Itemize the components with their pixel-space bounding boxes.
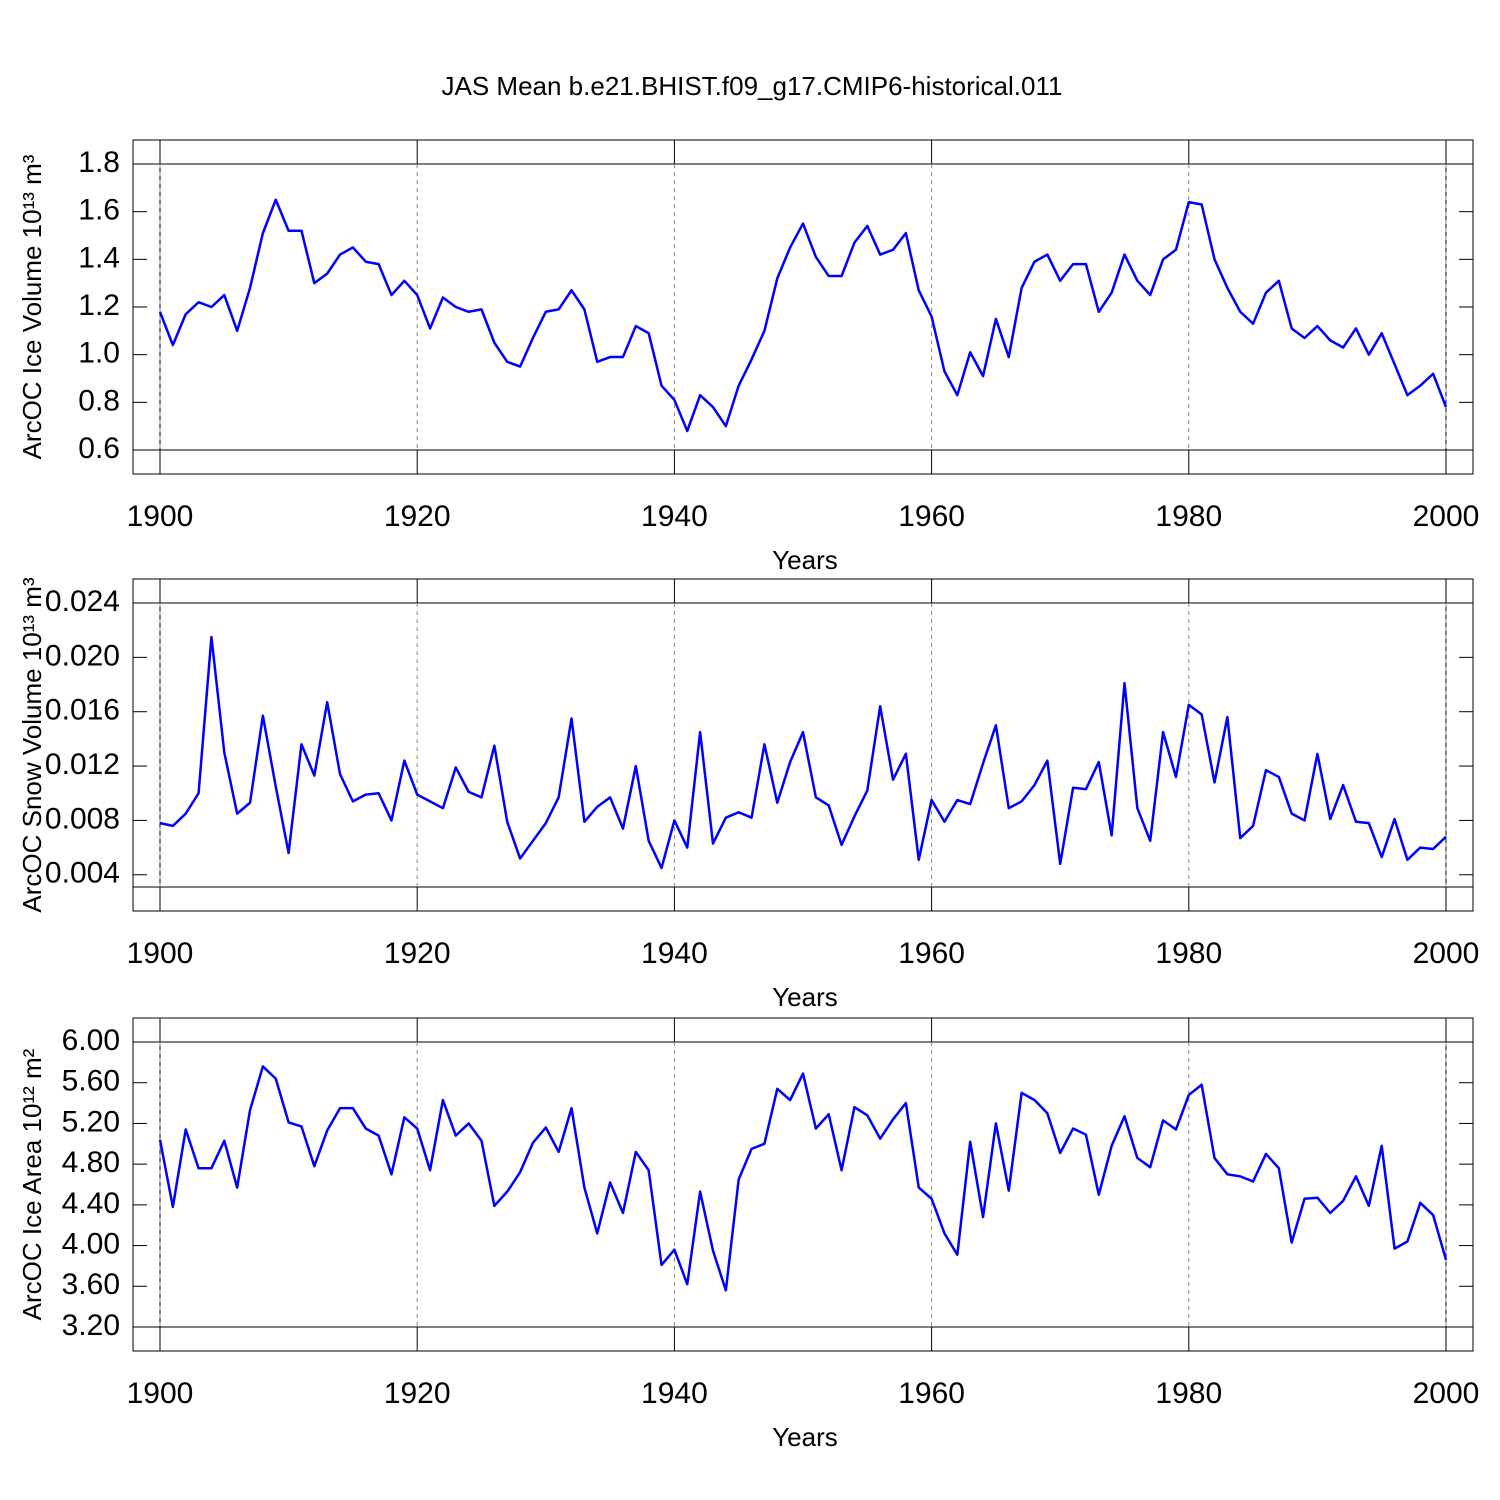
x-tick-label: 1940 — [641, 500, 708, 533]
plot-frame — [132, 1017, 1474, 1352]
x-axis-label: Years — [772, 982, 838, 1012]
y-tick-label: 3.20 — [62, 1309, 120, 1342]
x-tick-label: 2000 — [1413, 1377, 1480, 1410]
y-tick-label: 1.2 — [78, 289, 120, 322]
x-tick-label: 1980 — [1155, 500, 1222, 533]
x-tick-label: 2000 — [1413, 937, 1480, 970]
y-tick-label: 5.20 — [62, 1105, 120, 1138]
y-tick-label: 4.80 — [62, 1146, 120, 1179]
plot-frame — [132, 578, 1474, 912]
y-tick-label: 0.016 — [45, 694, 120, 727]
x-tick-label: 1960 — [898, 937, 965, 970]
x-tick-label: 2000 — [1413, 500, 1480, 533]
x-axis-label: Years — [772, 545, 838, 575]
y-tick-label: 0.020 — [45, 639, 120, 672]
y-tick-label: 6.00 — [62, 1024, 120, 1057]
y-tick-label: 1.4 — [78, 241, 120, 274]
data-line — [159, 635, 1447, 870]
x-tick-label: 1960 — [898, 500, 965, 533]
x-tick-label: 1900 — [127, 500, 194, 533]
panel: 1900 1920 1940 1960 1980 2000 0.004 0.008 0.012 0… — [17, 577, 1480, 1012]
x-tick-label: 1980 — [1155, 1377, 1222, 1410]
x-tick-label: 1940 — [641, 937, 708, 970]
y-tick-label: 1.8 — [78, 146, 120, 179]
y-tick-label: 4.00 — [62, 1227, 120, 1260]
panel: 1900 1920 1940 1960 1980 2000 0.6 0.8 1.0 1.2 1.4 1… — [17, 139, 1480, 575]
y-tick-label: 0.004 — [45, 857, 120, 890]
x-tick-label: 1940 — [641, 1377, 708, 1410]
y-tick-label: 4.40 — [62, 1187, 120, 1220]
data-line — [158, 1065, 1448, 1292]
y-tick-label: 0.8 — [78, 384, 120, 417]
x-tick-label: 1920 — [384, 1377, 451, 1410]
y-tick-label: 1.0 — [78, 337, 120, 370]
panel: 1900 1920 1940 1960 1980 2000 3.20 3.60 4.00 4.40… — [17, 1017, 1480, 1452]
y-tick-label: 0.008 — [45, 802, 120, 835]
x-tick-label: 1960 — [898, 1377, 965, 1410]
x-axis-label: Years — [772, 1422, 838, 1452]
y-tick-label: 5.60 — [62, 1065, 120, 1098]
y-axis-label: ArcOC Snow Volume 10¹³ m³ — [17, 577, 47, 913]
data-line — [158, 198, 1448, 433]
y-axis-label: ArcOC Ice Volume 10¹³ m³ — [17, 154, 47, 459]
y-tick-label: 1.6 — [78, 194, 120, 227]
y-tick-label: 0.012 — [45, 748, 120, 781]
x-tick-label: 1920 — [384, 937, 451, 970]
y-axis-label: ArcOC Ice Area 10¹² m² — [17, 1048, 47, 1320]
x-tick-label: 1980 — [1155, 937, 1222, 970]
y-tick-label: 0.6 — [78, 432, 120, 465]
x-tick-label: 1900 — [127, 937, 194, 970]
chart-title: JAS Mean b.e21.BHIST.f09_g17.CMIP6-histo… — [442, 71, 1063, 101]
x-tick-label: 1920 — [384, 500, 451, 533]
y-tick-label: 3.60 — [62, 1268, 120, 1301]
x-tick-label: 1900 — [127, 1377, 194, 1410]
y-tick-label: 0.024 — [45, 585, 120, 618]
